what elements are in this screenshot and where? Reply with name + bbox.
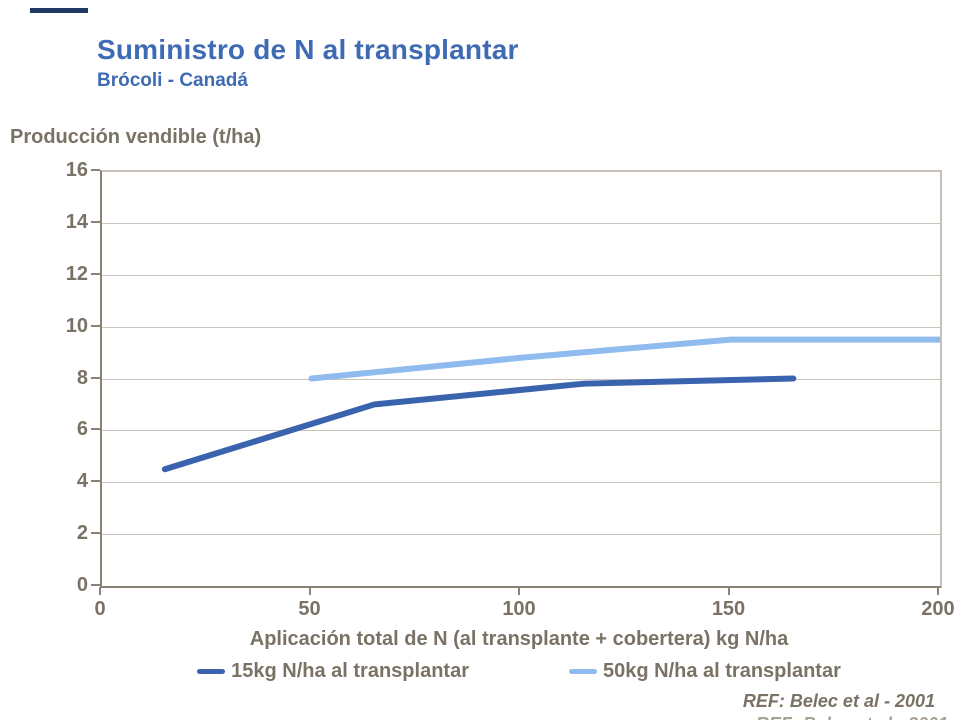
x-tick-label: 150 xyxy=(711,598,746,620)
y-tick-label: 14 xyxy=(65,210,88,233)
legend-label: 15kg N/ha al transplantar xyxy=(231,660,469,682)
legend-dash-icon xyxy=(569,669,597,674)
y-tick-label: 2 xyxy=(76,522,88,545)
series-layer xyxy=(161,336,940,473)
y-tick-mark xyxy=(91,428,100,431)
x-tick-mark xyxy=(727,587,730,595)
legend-item: 50kg N/ha al transplantar xyxy=(569,660,841,683)
x-tick-mark xyxy=(99,587,101,595)
gridline xyxy=(102,482,940,484)
series-line-1 xyxy=(308,336,940,382)
gridline xyxy=(102,171,940,172)
chart-subtitle: Brócoli - Canadá xyxy=(97,70,248,91)
gridline xyxy=(102,222,940,224)
y-tick-mark xyxy=(91,480,100,483)
y-tick-label: 10 xyxy=(65,314,88,337)
y-tick-mark xyxy=(91,532,100,535)
plot-area xyxy=(100,170,942,588)
gridline xyxy=(102,378,940,380)
clipped-text-artifact: REF: Belec et al - 2001 xyxy=(688,715,948,720)
y-tick-label: 8 xyxy=(76,366,88,389)
x-tick-mark xyxy=(937,587,939,595)
legend-label: 50kg N/ha al transplantar xyxy=(603,660,841,682)
top-accent-bar xyxy=(30,8,88,13)
y-tick-label: 0 xyxy=(76,574,88,596)
y-axis-title: Producción vendible (t/ha) xyxy=(10,126,262,148)
y-tick-mark xyxy=(91,220,100,223)
legend: 15kg N/ha al transplantar 50kg N/ha al tr… xyxy=(100,660,938,683)
series-line-0 xyxy=(161,375,797,473)
legend-item: 15kg N/ha al transplantar xyxy=(197,660,469,683)
y-tick-label: 4 xyxy=(76,470,88,493)
y-tick-label: 12 xyxy=(65,262,88,285)
clipped-text: REF: Belec et al - 2001 xyxy=(688,715,948,720)
gridline xyxy=(102,274,940,276)
y-tick-mark xyxy=(91,169,100,171)
x-tick-mark xyxy=(518,587,520,595)
gridline xyxy=(102,534,940,536)
x-axis-title: Aplicación total de N (al transplante + … xyxy=(249,628,789,650)
y-tick-label: 6 xyxy=(76,418,88,441)
x-tick-label: 200 xyxy=(921,598,955,620)
y-tick-mark xyxy=(91,272,100,275)
x-tick-label: 50 xyxy=(298,598,321,620)
x-tick-label: 100 xyxy=(502,598,536,620)
y-tick-mark xyxy=(91,584,100,586)
x-tick-label: 0 xyxy=(94,598,106,620)
reference-text: REF: Belec et al - 2001 xyxy=(742,691,935,711)
gridline xyxy=(102,326,940,328)
y-tick-label: 16 xyxy=(65,159,88,181)
y-tick-mark xyxy=(91,376,100,379)
y-tick-mark xyxy=(91,324,100,327)
x-tick-mark xyxy=(308,587,311,595)
chart-title: Suministro de N al transplantar xyxy=(97,34,519,65)
gridline xyxy=(102,430,940,432)
legend-dash-icon xyxy=(197,669,226,674)
